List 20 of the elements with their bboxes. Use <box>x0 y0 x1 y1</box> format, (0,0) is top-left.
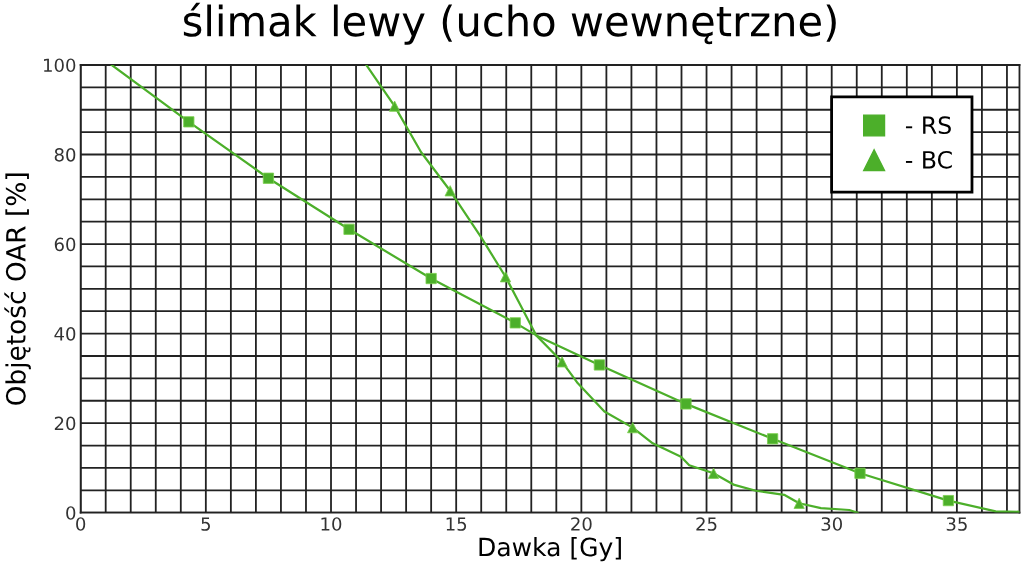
x-tick-label: 10 <box>321 517 342 531</box>
y-tick-label: 60 <box>54 237 76 252</box>
x-tick-label: 25 <box>696 517 717 531</box>
y-tick-label: 0 <box>66 506 76 520</box>
y-tick-label: 40 <box>54 327 76 341</box>
chart-title: ślimak lewy (ucho wewnętrzne) <box>183 2 836 45</box>
x-tick-label: 30 <box>821 517 842 531</box>
x-tick-label: 5 <box>201 517 210 531</box>
x-tick-label: 0 <box>76 517 86 531</box>
legend-label: - RS <box>905 116 951 135</box>
x-tick-label: 15 <box>446 517 467 531</box>
line-series <box>110 64 1020 513</box>
x-tick-label: 35 <box>946 517 967 531</box>
y-tick-label: 100 <box>44 58 76 73</box>
x-axis-title: Dawka [Gy] <box>479 537 621 562</box>
x-tick-label: 20 <box>571 517 592 531</box>
y-axis-title: Objętość OAR [%] <box>4 173 31 405</box>
y-tick-label: 20 <box>54 416 76 431</box>
y-tick-label: 80 <box>54 147 76 162</box>
legend-label: - BC <box>905 150 952 169</box>
